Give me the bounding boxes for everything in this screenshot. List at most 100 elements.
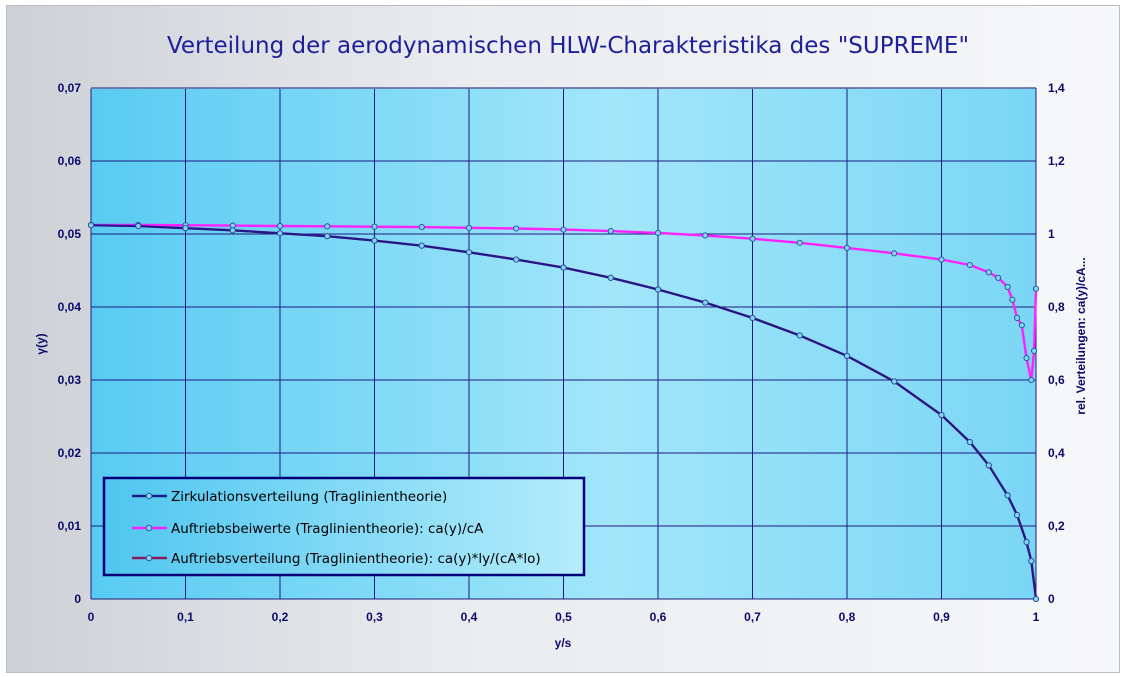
data-point	[371, 223, 378, 230]
data-point	[513, 256, 520, 263]
series-2	[87, 221, 1040, 384]
data-point	[938, 256, 945, 263]
x-tick-labels: 0 0,1 0,2 0,3 0,4 0,5 0,6 0,7 0,8 0,9 1	[88, 610, 1040, 624]
data-point	[1014, 314, 1021, 322]
x-tick-label: 0,8	[839, 610, 856, 624]
y-tick-labels: 0 0,01 0,02 0,03 0,04 0,05 0,06 0,07	[58, 81, 82, 606]
data-point	[418, 224, 425, 231]
legend-box	[102, 476, 586, 577]
data-point	[843, 244, 851, 251]
y-tick-label: 0,02	[58, 446, 82, 460]
data-point	[182, 225, 189, 232]
x-tick-label: 0,1	[177, 610, 194, 624]
data-point	[654, 286, 662, 293]
x-tick-label: 0,9	[933, 610, 950, 624]
data-point	[702, 299, 709, 306]
data-point	[276, 222, 284, 230]
data-point	[1004, 492, 1011, 499]
legend-marker	[145, 524, 153, 532]
data-point	[891, 378, 898, 385]
x-tick-label: 0,3	[366, 610, 383, 624]
data-point	[796, 332, 803, 339]
data-point	[1028, 376, 1035, 384]
data-point	[1018, 322, 1025, 329]
legend-marker	[145, 554, 153, 562]
data-point	[276, 230, 284, 237]
y2-tick-label: 0,2	[1048, 519, 1065, 533]
data-point	[843, 352, 851, 359]
y2-axis-title: rel. Verteilungen: ca(y)/cA...	[1074, 257, 1088, 414]
data-point	[513, 225, 520, 232]
data-point	[1023, 355, 1030, 362]
y-tick-label: 0,05	[58, 227, 82, 241]
y2-tick-label: 0	[1048, 592, 1055, 606]
data-point	[1028, 557, 1035, 565]
data-point	[966, 261, 973, 269]
x-tick-label: 0,4	[461, 610, 478, 624]
series-line	[90, 224, 1037, 600]
y-tick-label: 0,07	[58, 81, 82, 95]
chart: Verteilung der aerodynamischen HLW-Chara…	[34, 33, 1088, 650]
data-point	[324, 233, 331, 240]
legend: Zirkulationsverteilung (Traglinientheori…	[102, 476, 586, 577]
data-point	[229, 227, 236, 234]
data-point	[995, 274, 1002, 281]
data-point	[371, 237, 378, 244]
data-point	[418, 242, 425, 249]
legend-label: Zirkulationsverteilung (Traglinientheori…	[171, 489, 447, 505]
data-point	[560, 264, 567, 271]
data-point	[324, 223, 331, 230]
x-axis-title: y/s	[555, 636, 572, 650]
data-point	[607, 274, 614, 281]
y2-tick-label: 1,4	[1048, 81, 1065, 95]
y-tick-label: 0,06	[58, 154, 82, 168]
chart-title: Verteilung der aerodynamischen HLW-Chara…	[167, 33, 969, 59]
data-point	[465, 224, 473, 231]
x-tick-label: 0,6	[650, 610, 667, 624]
data-point	[938, 411, 945, 419]
data-point	[1032, 595, 1040, 603]
y2-tick-label: 0,8	[1048, 300, 1065, 314]
series-1	[87, 222, 1040, 603]
y2-tick-label: 1,2	[1048, 154, 1065, 168]
data-point	[749, 235, 756, 242]
y-axis-title: γ(y)	[34, 333, 48, 354]
series-group	[87, 221, 1040, 603]
data-point	[1014, 511, 1021, 519]
data-point	[1023, 539, 1030, 546]
y2-tick-label: 0,4	[1048, 446, 1065, 460]
data-point	[87, 222, 95, 229]
legend-marker	[145, 492, 153, 500]
data-point	[891, 250, 898, 257]
x-tick-label: 0,2	[272, 610, 289, 624]
data-point	[985, 269, 992, 276]
y-tick-label: 0,01	[58, 519, 82, 533]
data-point	[702, 232, 709, 239]
x-tick-label: 0	[88, 610, 95, 624]
data-point	[1004, 283, 1011, 290]
y-tick-label: 0,03	[58, 373, 82, 387]
y2-tick-label: 0,6	[1048, 373, 1065, 387]
data-point	[1032, 285, 1040, 292]
y-tick-label: 0,04	[58, 300, 82, 314]
data-point	[560, 226, 567, 233]
chart-figure: Verteilung der aerodynamischen HLW-Chara…	[6, 5, 1120, 673]
y2-tick-label: 1	[1048, 227, 1055, 241]
legend-label: Auftriebsbeiwerte (Traglinientheorie): c…	[171, 521, 484, 537]
data-point	[796, 239, 803, 246]
data-point	[985, 462, 992, 469]
data-point	[465, 249, 473, 256]
y-tick-label: 0	[74, 592, 81, 606]
y2-tick-labels: 0 0,2 0,4 0,6 0,8 1 1,2 1,4	[1048, 81, 1065, 606]
data-point	[654, 229, 662, 236]
data-point	[135, 222, 142, 230]
data-point	[1009, 296, 1016, 303]
x-tick-label: 1	[1033, 610, 1040, 624]
legend-label: Auftriebsverteilung (Traglinientheorie):…	[171, 551, 541, 567]
data-point	[607, 228, 614, 235]
data-point	[1031, 347, 1038, 354]
x-tick-label: 0,5	[555, 610, 572, 624]
data-point	[749, 314, 756, 322]
x-tick-label: 0,7	[744, 610, 761, 624]
data-point	[966, 438, 973, 446]
